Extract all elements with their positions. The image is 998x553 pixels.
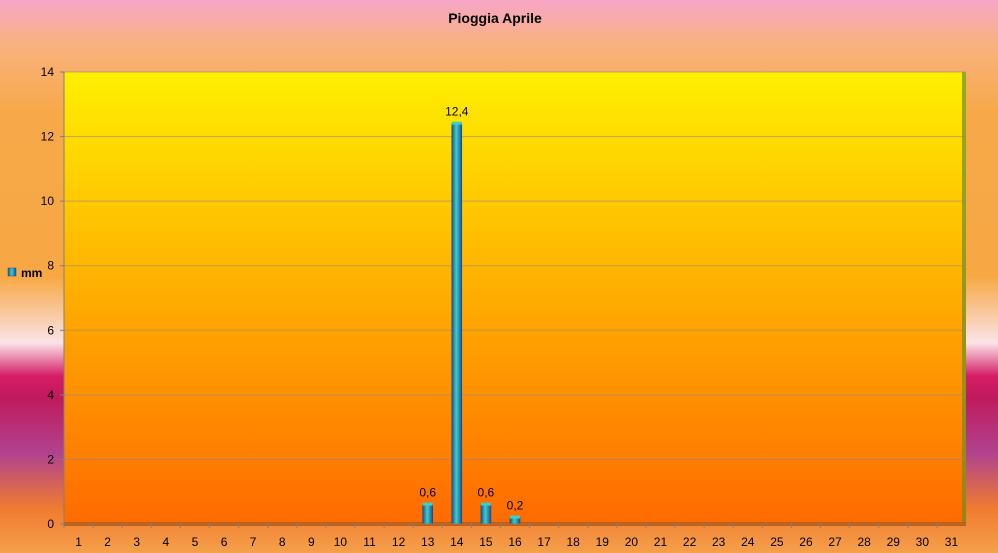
x-tick-label: 19: [596, 535, 610, 549]
data-label-day-13: 0,6: [419, 486, 436, 500]
x-axis-ticks: 1 2 3 4 5 6 7 8 9 10 11 12 13 14 15 16 17 18 19 20 21 22 23 24 2…: [63, 524, 959, 549]
x-tick-label: 7: [250, 535, 257, 549]
x-tick-label: 13: [421, 535, 435, 549]
data-labels: 0,6 12,4 0,6 0,2: [419, 105, 523, 513]
x-tick-label: 23: [712, 535, 726, 549]
x-tick-label: 9: [308, 535, 315, 549]
x-tick-label: 8: [279, 535, 286, 549]
bar-cap-day-15: [480, 502, 491, 506]
data-label-day-14: 12,4: [445, 105, 469, 119]
x-tick-label: 18: [567, 535, 581, 549]
y-tick-label: 12: [41, 130, 55, 144]
y-axis-ticks: 0 2 4 6 8 10 12 14: [41, 65, 64, 531]
bar-day-13: [422, 504, 433, 525]
x-tick-label: 5: [192, 535, 199, 549]
bars: [422, 121, 521, 525]
legend-swatch: [7, 267, 17, 277]
data-label-day-15: 0,6: [478, 486, 495, 500]
x-tick-label: 3: [133, 535, 140, 549]
y-tick-label: 6: [47, 323, 54, 337]
x-tick-label: 6: [221, 535, 228, 549]
y-tick-label: 4: [47, 388, 54, 402]
x-tick-label: 27: [828, 535, 842, 549]
plot-side-wall: [962, 72, 966, 524]
legend-label: mm: [21, 266, 42, 280]
x-tick-label: 16: [508, 535, 522, 549]
y-tick-label: 2: [47, 452, 54, 466]
x-tick-label: 29: [887, 535, 901, 549]
x-tick-label: 14: [450, 535, 464, 549]
plot-area: [64, 72, 966, 524]
x-tick-label: 1: [75, 535, 82, 549]
x-tick-label: 22: [683, 535, 697, 549]
x-tick-label: 31: [945, 535, 959, 549]
x-tick-label: 21: [654, 535, 668, 549]
bar-day-15: [480, 504, 492, 525]
gridlines: [64, 71, 966, 460]
y-tick-label: 8: [47, 259, 54, 273]
x-tick-label: 30: [916, 535, 930, 549]
x-tick-label: 28: [857, 535, 871, 549]
x-tick-label: 2: [104, 535, 111, 549]
legend: mm: [7, 266, 42, 280]
x-tick-label: 26: [799, 535, 813, 549]
bar-day-14: [451, 123, 463, 525]
y-tick-label: 14: [41, 65, 55, 79]
x-tick-label: 15: [479, 535, 493, 549]
x-tick-label: 17: [537, 535, 551, 549]
x-tick-label: 11: [363, 535, 376, 549]
x-tick-label: 20: [625, 535, 639, 549]
data-label-day-16: 0,2: [507, 499, 524, 513]
bar-cap-day-14: [451, 121, 462, 125]
x-tick-label: 10: [334, 535, 348, 549]
x-tick-label: 12: [392, 535, 406, 549]
bar-cap-day-16: [510, 515, 520, 519]
x-tick-label: 24: [741, 535, 755, 549]
x-tick-label: 25: [770, 535, 784, 549]
bar-cap-day-13: [422, 502, 433, 506]
x-tick-label: 4: [162, 535, 169, 549]
y-tick-label: 0: [47, 517, 54, 531]
chart-title: Pioggia Aprile: [448, 10, 542, 26]
y-tick-label: 10: [41, 194, 55, 208]
